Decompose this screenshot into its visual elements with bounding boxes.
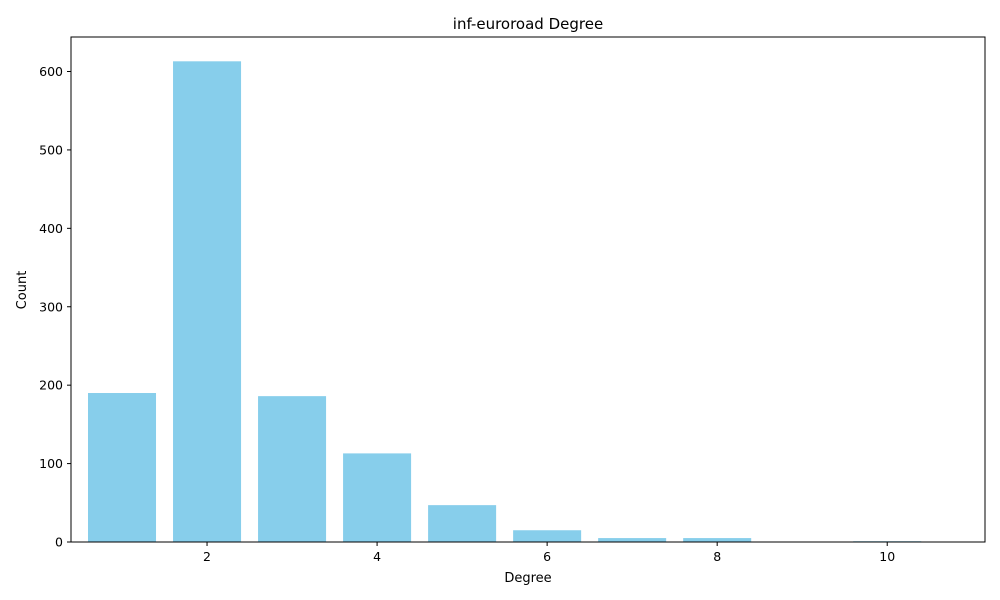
- y-tick-label: 300: [39, 299, 63, 314]
- bar-degree-2: [173, 61, 242, 543]
- bar-degree-4: [343, 453, 412, 542]
- x-axis-ticks: 2 4 6 8 10: [203, 542, 895, 564]
- x-tick-label: 6: [543, 549, 551, 564]
- y-tick-label: 500: [39, 142, 63, 157]
- x-tick-label: 8: [713, 549, 721, 564]
- bar-degree-8: [683, 538, 752, 542]
- y-axis-ticks: 0 100 200 300 400 500 600: [39, 64, 71, 550]
- bar-degree-6: [513, 530, 582, 542]
- y-axis-label: Count: [15, 271, 30, 310]
- bar-degree-3: [258, 396, 327, 542]
- y-tick-label: 100: [39, 456, 63, 471]
- bar-degree-1: [88, 393, 157, 542]
- bars-group: [88, 61, 922, 543]
- x-axis-label: Degree: [504, 571, 551, 586]
- x-tick-label: 10: [879, 549, 895, 564]
- y-tick-label: 400: [39, 221, 63, 236]
- x-tick-label: 2: [203, 549, 211, 564]
- y-tick-label: 600: [39, 64, 63, 79]
- bar-degree-5: [428, 505, 497, 542]
- bar-degree-7: [598, 538, 667, 542]
- x-tick-label: 4: [373, 549, 381, 564]
- y-tick-label: 200: [39, 378, 63, 393]
- y-tick-label: 0: [55, 535, 63, 550]
- plot-frame: [70, 36, 986, 543]
- chart-title: inf-euroroad Degree: [453, 15, 603, 33]
